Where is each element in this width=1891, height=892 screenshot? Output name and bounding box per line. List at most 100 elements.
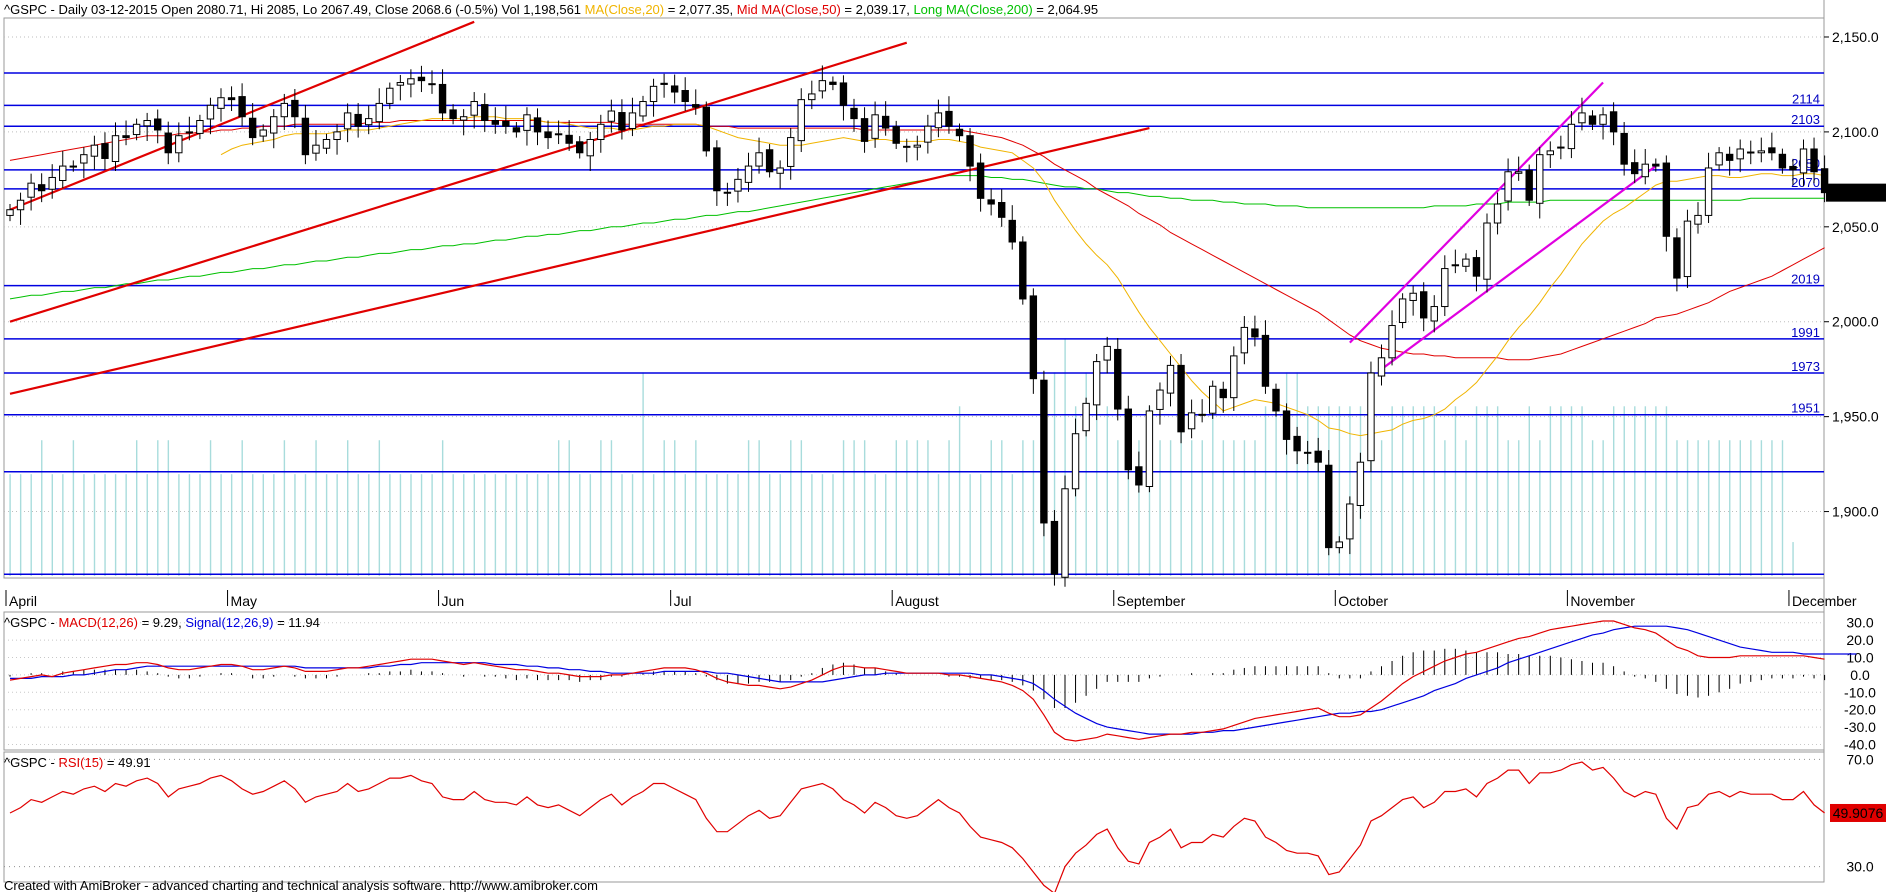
candle-body [175, 135, 183, 154]
candle-body [1019, 241, 1027, 300]
candle-body [1409, 292, 1417, 301]
volume-bar [695, 440, 697, 576]
candle-body [470, 101, 478, 116]
last-price-badge [1826, 183, 1886, 202]
month-label: Jun [442, 593, 465, 609]
volume-bar [1771, 440, 1773, 576]
volume-bar [747, 440, 750, 576]
month-label: August [895, 593, 939, 609]
volume-bar [1528, 406, 1530, 576]
macd-tick-label: 10.0 [1846, 650, 1873, 666]
rsi-value-badge [1830, 803, 1886, 822]
volume-bar [1676, 440, 1678, 576]
volume-bar [1127, 440, 1130, 576]
volume-bar [230, 474, 233, 576]
candle-body [1187, 412, 1196, 430]
candle-body [1578, 112, 1586, 124]
volume-bar [1781, 440, 1784, 576]
candle-body [1694, 214, 1702, 225]
volume-bar [821, 474, 824, 576]
candle-body [48, 176, 56, 190]
candle-body [892, 126, 900, 144]
volume-bar [726, 474, 729, 576]
volume-bar [1581, 406, 1583, 576]
volume-bar [1750, 440, 1752, 576]
y-tick-label: 2,100.0 [1832, 124, 1879, 140]
candle-body [1303, 451, 1312, 454]
candle-body [533, 117, 542, 133]
candle-body [998, 202, 1006, 218]
volume-bar [980, 474, 982, 576]
macd-header: ^GSPC - MACD(12,26) = 9.29, Signal(12,26… [4, 615, 320, 630]
candle-body [829, 81, 837, 85]
candle-body [1061, 488, 1069, 578]
candle-body [270, 116, 278, 134]
candle-body [1810, 148, 1818, 173]
volume-bar [1222, 440, 1225, 576]
candle-body [1040, 379, 1048, 524]
volume-bar [1233, 440, 1235, 576]
candle-body [1472, 257, 1481, 277]
candle-body [1683, 220, 1692, 278]
candle-body [312, 144, 320, 154]
volume-bar [1486, 406, 1488, 576]
level-label: 2070 [1791, 175, 1820, 190]
candle-body [111, 135, 120, 163]
candle-body [1757, 150, 1765, 154]
volume-bar [1243, 440, 1246, 576]
candle-body [90, 144, 99, 157]
volume-bar [1496, 406, 1499, 576]
volume-bar [969, 474, 971, 576]
volume-bar [536, 474, 539, 576]
price-panel [3, 17, 1825, 579]
candle-body [955, 128, 964, 137]
candle-body [1725, 153, 1734, 161]
candle-body [1166, 364, 1175, 394]
candle-body [502, 120, 510, 127]
macd-tick-label: -20.0 [1844, 702, 1876, 718]
candle-body [1546, 150, 1554, 156]
candle-body [1388, 325, 1396, 359]
volume-bar [1718, 440, 1720, 576]
candle-body [1641, 163, 1649, 178]
macd-panel [3, 611, 1825, 751]
header-part-0: ^GSPC - [4, 755, 59, 770]
candle-body [871, 114, 879, 139]
volume-bar [30, 474, 32, 576]
volume-bar [304, 474, 307, 576]
y-tick-label: 2,000.0 [1832, 314, 1879, 330]
volume-bar [1264, 406, 1267, 576]
volume-bar [1613, 406, 1615, 576]
volume-bar [410, 474, 412, 576]
candle-body [1219, 388, 1227, 399]
candle-body [597, 123, 605, 140]
candle-body [1251, 328, 1259, 338]
candle-body [1620, 132, 1628, 165]
volume-bar [652, 474, 655, 576]
candle-body [491, 120, 500, 125]
candle-body [1114, 348, 1122, 410]
candle-body [1599, 114, 1607, 125]
volume-bar [389, 474, 391, 576]
volume-bar [1412, 406, 1414, 576]
level-label: 1951 [1791, 401, 1820, 416]
volume-bar [19, 474, 22, 576]
volume-bar [1697, 440, 1699, 576]
level-label: 2019 [1791, 272, 1820, 287]
support-resistance-lines: 21142103208020702019199119731951 [4, 72, 1824, 575]
rsi-line [9, 761, 1825, 892]
candle-body [903, 145, 911, 148]
candle-body [1240, 326, 1249, 354]
candle-body [1282, 410, 1291, 440]
candle-body [16, 199, 25, 211]
volume-bar [1001, 440, 1003, 576]
candle-body [1367, 372, 1375, 462]
volume-bar [262, 474, 264, 576]
candle-body [1536, 154, 1544, 204]
candle-body [924, 125, 932, 143]
volume-bar [1169, 440, 1172, 576]
volume-bar [769, 474, 771, 576]
volume-bar [1201, 440, 1203, 576]
candle-body [1504, 171, 1512, 202]
